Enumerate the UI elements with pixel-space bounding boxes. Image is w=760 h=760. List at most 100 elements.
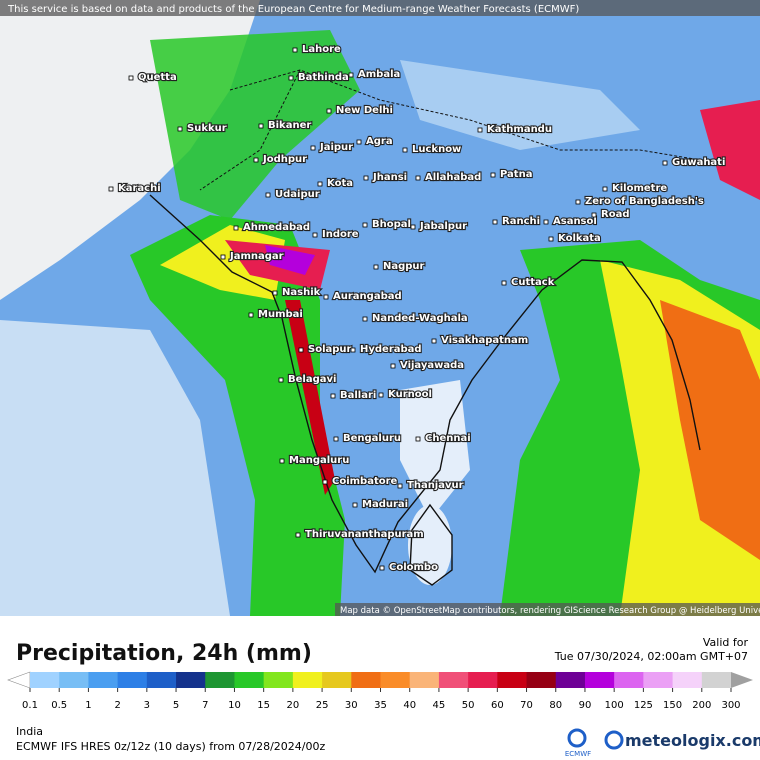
place-label: Lucknow — [412, 144, 461, 155]
place-dot — [177, 126, 183, 132]
place-label: Ambala — [358, 69, 400, 80]
place-dot — [312, 232, 318, 238]
place-label: Mumbai — [258, 309, 303, 320]
rain-band — [150, 30, 360, 220]
legend-label: 2 — [114, 700, 120, 711]
place-label: Chennai — [425, 433, 471, 444]
ecmwf-logo — [567, 728, 587, 748]
legend-swatch — [205, 672, 235, 688]
place-label: Aurangabad — [333, 291, 402, 302]
legend-swatch — [672, 672, 703, 688]
legend-swatch — [30, 672, 60, 688]
place-label: Jodhpur — [262, 154, 307, 165]
legend-label: 50 — [462, 700, 475, 711]
place-label: Udaipur — [275, 189, 320, 200]
place-dot — [278, 377, 284, 383]
heavy-rain — [700, 100, 760, 200]
legend-label: 70 — [520, 700, 533, 711]
place-label: Zero of Bangladesh's — [585, 196, 704, 207]
place-dot — [288, 75, 294, 81]
legend-swatch — [146, 672, 177, 688]
place-label: New Delhi — [336, 105, 393, 116]
place-label: Madurai — [362, 499, 408, 510]
place-dot — [279, 458, 285, 464]
place-dot — [295, 532, 301, 538]
place-dot — [317, 181, 323, 187]
place-label: Visakhapatnam — [441, 335, 528, 346]
legend-label: 300 — [721, 700, 740, 711]
place-label: Ballari — [340, 390, 376, 401]
legend-swatch — [234, 672, 265, 688]
valid-label: Valid for — [703, 636, 749, 649]
valid-time: Tue 07/30/2024, 02:00am GMT+07 — [554, 650, 748, 663]
place-dot — [272, 290, 278, 296]
place-dot — [477, 127, 483, 133]
legend-swatch — [351, 672, 381, 688]
legend-label: 125 — [634, 700, 653, 711]
legend-swatch — [643, 672, 674, 688]
map: This service is based on data and produc… — [0, 0, 760, 616]
place-label: Sukkur — [187, 123, 227, 134]
legend: 0.1 0.5 1 2 3 5 7 10 15 20 25 30 35 40 45 50 60 70 80 90 100… — [7, 671, 753, 711]
legend-swatch — [701, 672, 732, 688]
legend-swatch — [614, 672, 644, 688]
legend-label: 20 — [287, 700, 300, 711]
place-label: Jamnagar — [229, 251, 284, 262]
place-label: Vijayawada — [400, 360, 464, 371]
place-label: Coimbatore — [332, 476, 398, 487]
place-dot — [298, 347, 304, 353]
place-dot — [248, 312, 254, 318]
place-dot — [431, 338, 437, 344]
place-dot — [378, 392, 384, 398]
legend-label: 7 — [202, 700, 208, 711]
place-label: Bengaluru — [343, 433, 401, 444]
place-label: Cuttack — [511, 277, 555, 288]
place-label: Ranchi — [502, 216, 540, 227]
place-label: Allahabad — [425, 172, 481, 183]
legend-swatch — [59, 672, 89, 688]
places: Lahore Bathinda Ambala Quetta New Delhi Bikan… — [108, 43, 726, 574]
brand: meteologix.com — [625, 731, 760, 750]
place-dot — [543, 219, 549, 225]
place-label: Nashik — [282, 287, 321, 298]
place-label: Nagpur — [383, 261, 425, 272]
place-dot — [373, 264, 379, 270]
place-dot — [591, 212, 597, 218]
place-dot — [362, 222, 368, 228]
legend-label: 90 — [579, 700, 592, 711]
legend-swatch — [526, 672, 557, 688]
place-label: Kurnool — [388, 389, 432, 400]
attribution: Map data © OpenStreetMap contributors, r… — [340, 606, 760, 616]
place-dot — [602, 186, 608, 192]
legend-label: 200 — [692, 700, 711, 711]
legend-label: 35 — [374, 700, 387, 711]
place-dot — [501, 280, 507, 286]
place-label: Road — [601, 209, 629, 220]
place-label: Karachi — [118, 183, 161, 194]
place-dot — [350, 347, 356, 353]
place-dot — [292, 47, 298, 53]
place-dot — [128, 75, 134, 81]
place-dot — [390, 363, 396, 369]
place-label: Jabalpur — [419, 221, 467, 232]
place-dot — [492, 219, 498, 225]
border — [199, 69, 701, 191]
place-label: Asansol — [553, 216, 597, 227]
place-dot — [253, 157, 259, 163]
place-label: Jhansi — [372, 172, 407, 183]
place-dot — [490, 172, 496, 178]
place-dot — [415, 436, 421, 442]
place-label: Kolkata — [558, 233, 601, 244]
legend-swatch — [555, 672, 586, 688]
place-dot — [575, 199, 581, 205]
place-dot — [220, 254, 226, 260]
title: Precipitation, 24h (mm) — [16, 641, 312, 666]
place-dot — [662, 160, 668, 166]
legend-swatch — [292, 672, 323, 688]
light-rain — [400, 60, 640, 150]
legend-swatch — [497, 672, 528, 688]
coastline — [149, 194, 701, 586]
place-dot — [310, 145, 316, 151]
